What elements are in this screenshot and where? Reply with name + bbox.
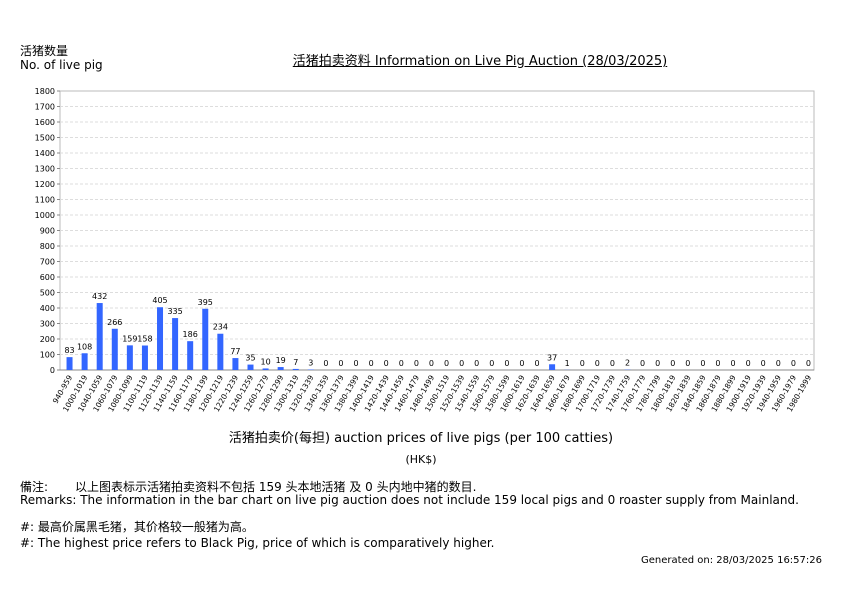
data-label: 1: [565, 359, 570, 368]
data-label: 0: [746, 359, 751, 368]
data-label: 0: [384, 359, 389, 368]
data-label: 0: [489, 359, 494, 368]
y-tick-label: 1600: [35, 118, 55, 127]
data-label: 0: [474, 359, 479, 368]
y-tick-label: 1200: [35, 180, 55, 189]
y-tick-label: 1000: [35, 211, 55, 220]
y-tick-label: 1300: [35, 165, 55, 174]
bar: [96, 303, 103, 370]
bar: [111, 328, 118, 370]
data-label: 0: [595, 359, 600, 368]
data-label: 0: [444, 359, 449, 368]
data-label: 395: [198, 298, 213, 307]
data-label: 0: [429, 359, 434, 368]
bar: [549, 364, 556, 370]
y-axis-label-en: No. of live pig: [20, 58, 103, 72]
note-zh: #: 最高价属黑毛猪，其价格较一般猪为高。: [20, 520, 254, 534]
bar: [292, 368, 299, 370]
y-tick-label: 400: [40, 304, 55, 313]
y-tick-label: 1700: [35, 103, 55, 112]
data-label: 405: [152, 296, 167, 305]
y-tick-label: 600: [40, 273, 55, 282]
bar: [187, 341, 194, 370]
data-label: 0: [338, 359, 343, 368]
data-label: 0: [323, 359, 328, 368]
data-label: 19: [276, 356, 286, 365]
chart-title: 活猪拍卖资料 Information on Live Pig Auction (…: [292, 54, 668, 69]
bar: [81, 353, 88, 370]
generated-timestamp: Generated on: 28/03/2025 16:57:26: [641, 555, 822, 566]
data-label: 0: [715, 359, 720, 368]
data-label: 0: [640, 359, 645, 368]
y-tick-label: 700: [40, 258, 55, 267]
note-en: #: The highest price refers to Black Pig…: [20, 536, 495, 550]
data-label: 10: [260, 357, 270, 366]
data-label: 3: [308, 359, 313, 368]
data-label: 0: [459, 359, 464, 368]
bar: [172, 318, 179, 370]
data-label: 0: [610, 359, 615, 368]
x-axis-unit: (HK$): [405, 453, 437, 466]
y-tick-label: 1800: [35, 87, 55, 96]
data-label: 0: [806, 359, 811, 368]
bar-chart: 0100200300400500600700800900100011001200…: [35, 87, 815, 413]
data-label: 0: [761, 359, 766, 368]
data-label: 0: [731, 359, 736, 368]
y-tick-label: 900: [40, 227, 55, 236]
data-label: 83: [64, 346, 74, 355]
data-label: 0: [685, 359, 690, 368]
bar: [262, 368, 269, 370]
data-label: 0: [791, 359, 796, 368]
y-tick-label: 1400: [35, 149, 55, 158]
data-label: 0: [369, 359, 374, 368]
data-label: 0: [414, 359, 419, 368]
data-label: 0: [354, 359, 359, 368]
remarks-zh: 以上图表标示活猪拍卖资料不包括 159 头本地活猪 及 0 头内地中猪的数目.: [75, 480, 477, 494]
data-label: 158: [137, 335, 152, 344]
y-tick-label: 1500: [35, 134, 55, 143]
y-tick-label: 200: [40, 335, 55, 344]
bar: [126, 345, 133, 370]
y-tick-label: 300: [40, 320, 55, 329]
data-label: 0: [534, 359, 539, 368]
data-label: 0: [700, 359, 705, 368]
data-label: 159: [122, 334, 137, 343]
data-label: 432: [92, 292, 107, 301]
data-label: 77: [230, 347, 240, 356]
data-label: 7: [293, 358, 298, 367]
data-label: 2: [625, 359, 630, 368]
x-axis-label: 活猪拍卖价(每担) auction prices of live pigs (p…: [228, 431, 614, 446]
data-label: 0: [670, 359, 675, 368]
data-label: 0: [580, 359, 585, 368]
data-label: 186: [183, 330, 198, 339]
data-label: 234: [213, 323, 228, 332]
remarks-zh-label: 備注:: [20, 480, 49, 494]
data-label: 266: [107, 318, 122, 327]
bar: [66, 357, 73, 370]
y-tick-label: 500: [40, 289, 55, 298]
bar: [232, 358, 239, 370]
y-tick-label: 100: [40, 351, 55, 360]
data-label: 0: [776, 359, 781, 368]
data-label: 37: [547, 353, 557, 362]
bar: [217, 333, 224, 370]
y-tick-label: 1100: [35, 196, 55, 205]
bar: [247, 364, 254, 370]
data-label: 0: [519, 359, 524, 368]
bar: [157, 307, 164, 370]
data-label: 0: [504, 359, 509, 368]
bar: [277, 367, 284, 370]
y-axis-label-zh: 活猪数量: [20, 44, 69, 58]
remarks-en: Remarks: The information in the bar char…: [20, 493, 799, 507]
y-tick-label: 800: [40, 242, 55, 251]
data-label: 335: [167, 307, 182, 316]
bar: [202, 308, 209, 370]
data-label: 108: [77, 342, 92, 351]
data-label: 0: [399, 359, 404, 368]
data-label: 35: [245, 354, 255, 363]
data-label: 0: [655, 359, 660, 368]
y-tick-label: 0: [50, 366, 55, 375]
bar: [141, 345, 148, 370]
